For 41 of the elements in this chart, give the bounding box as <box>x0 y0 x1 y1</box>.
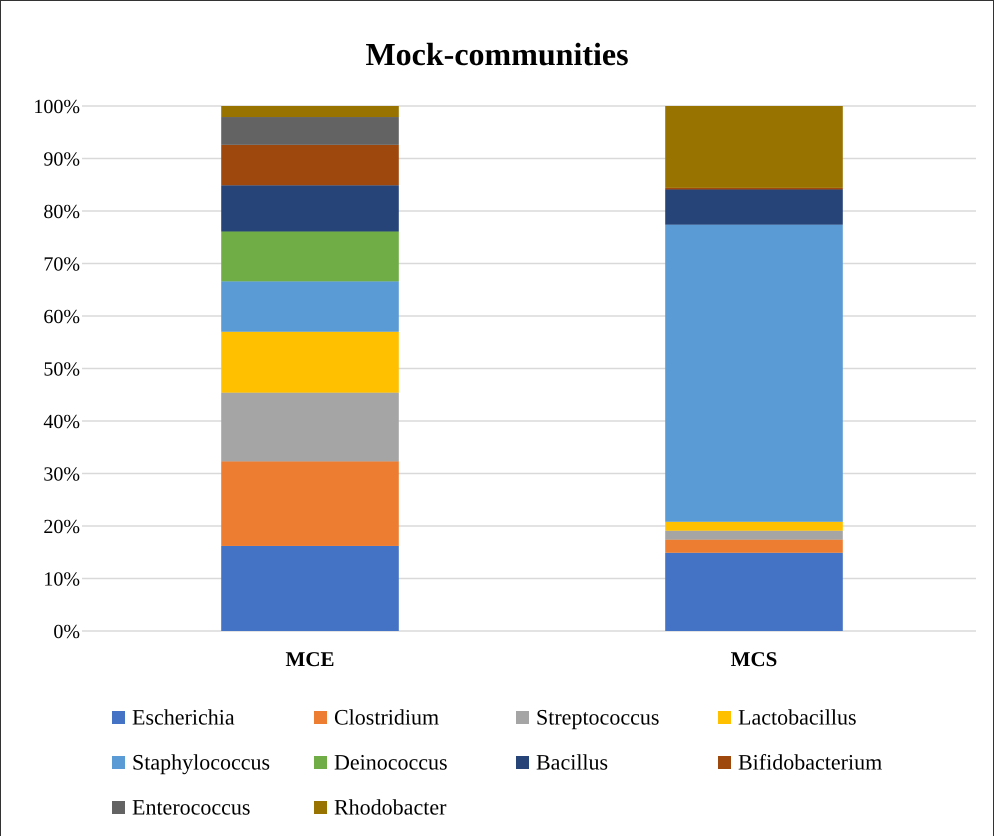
bar <box>221 392 399 462</box>
legend-label: Staphylococcus <box>132 750 270 775</box>
y-tick-label: 70% <box>43 254 80 276</box>
bar <box>221 185 399 232</box>
bar <box>665 106 843 188</box>
legend-label: Deinococcus <box>334 750 448 775</box>
bar <box>221 117 399 145</box>
bar <box>221 546 399 631</box>
bar <box>221 461 399 546</box>
bar <box>665 530 843 540</box>
x-tick-label: MCS <box>730 647 778 671</box>
bar <box>221 231 399 282</box>
y-tick-label: 20% <box>43 516 80 538</box>
legend-label: Lactobacillus <box>738 704 857 730</box>
bar <box>665 189 843 225</box>
y-tick-label: 80% <box>43 201 80 223</box>
y-tick-label: 30% <box>43 464 80 486</box>
bar <box>221 106 399 118</box>
bar <box>665 224 843 522</box>
legend-label: Clostridium <box>334 704 440 730</box>
bar <box>221 332 399 393</box>
legend-label: Escherichia <box>132 704 235 730</box>
legend-label: Rhodobacter <box>334 794 448 820</box>
y-tick-label: 0% <box>53 621 80 643</box>
bar <box>221 144 399 186</box>
y-tick-label: 60% <box>43 306 80 328</box>
y-tick-label: 90% <box>43 148 80 170</box>
legend-label: Bacillus <box>536 750 608 775</box>
y-tick-label: 10% <box>43 568 80 590</box>
x-tick-label: MCE <box>286 647 334 671</box>
legend-label: Bifidobacterium <box>738 750 882 775</box>
y-tick-label: 50% <box>43 358 80 380</box>
y-tick-label: 40% <box>43 411 80 433</box>
bar <box>665 552 843 631</box>
bar <box>221 281 399 332</box>
legend-label: Enterococcus <box>132 794 250 820</box>
legend-label: Streptococcus <box>536 704 660 730</box>
y-tick-label: 100% <box>33 96 80 118</box>
chart-title: Mock-communities <box>365 36 629 72</box>
bar <box>665 522 843 531</box>
bar <box>665 540 843 553</box>
